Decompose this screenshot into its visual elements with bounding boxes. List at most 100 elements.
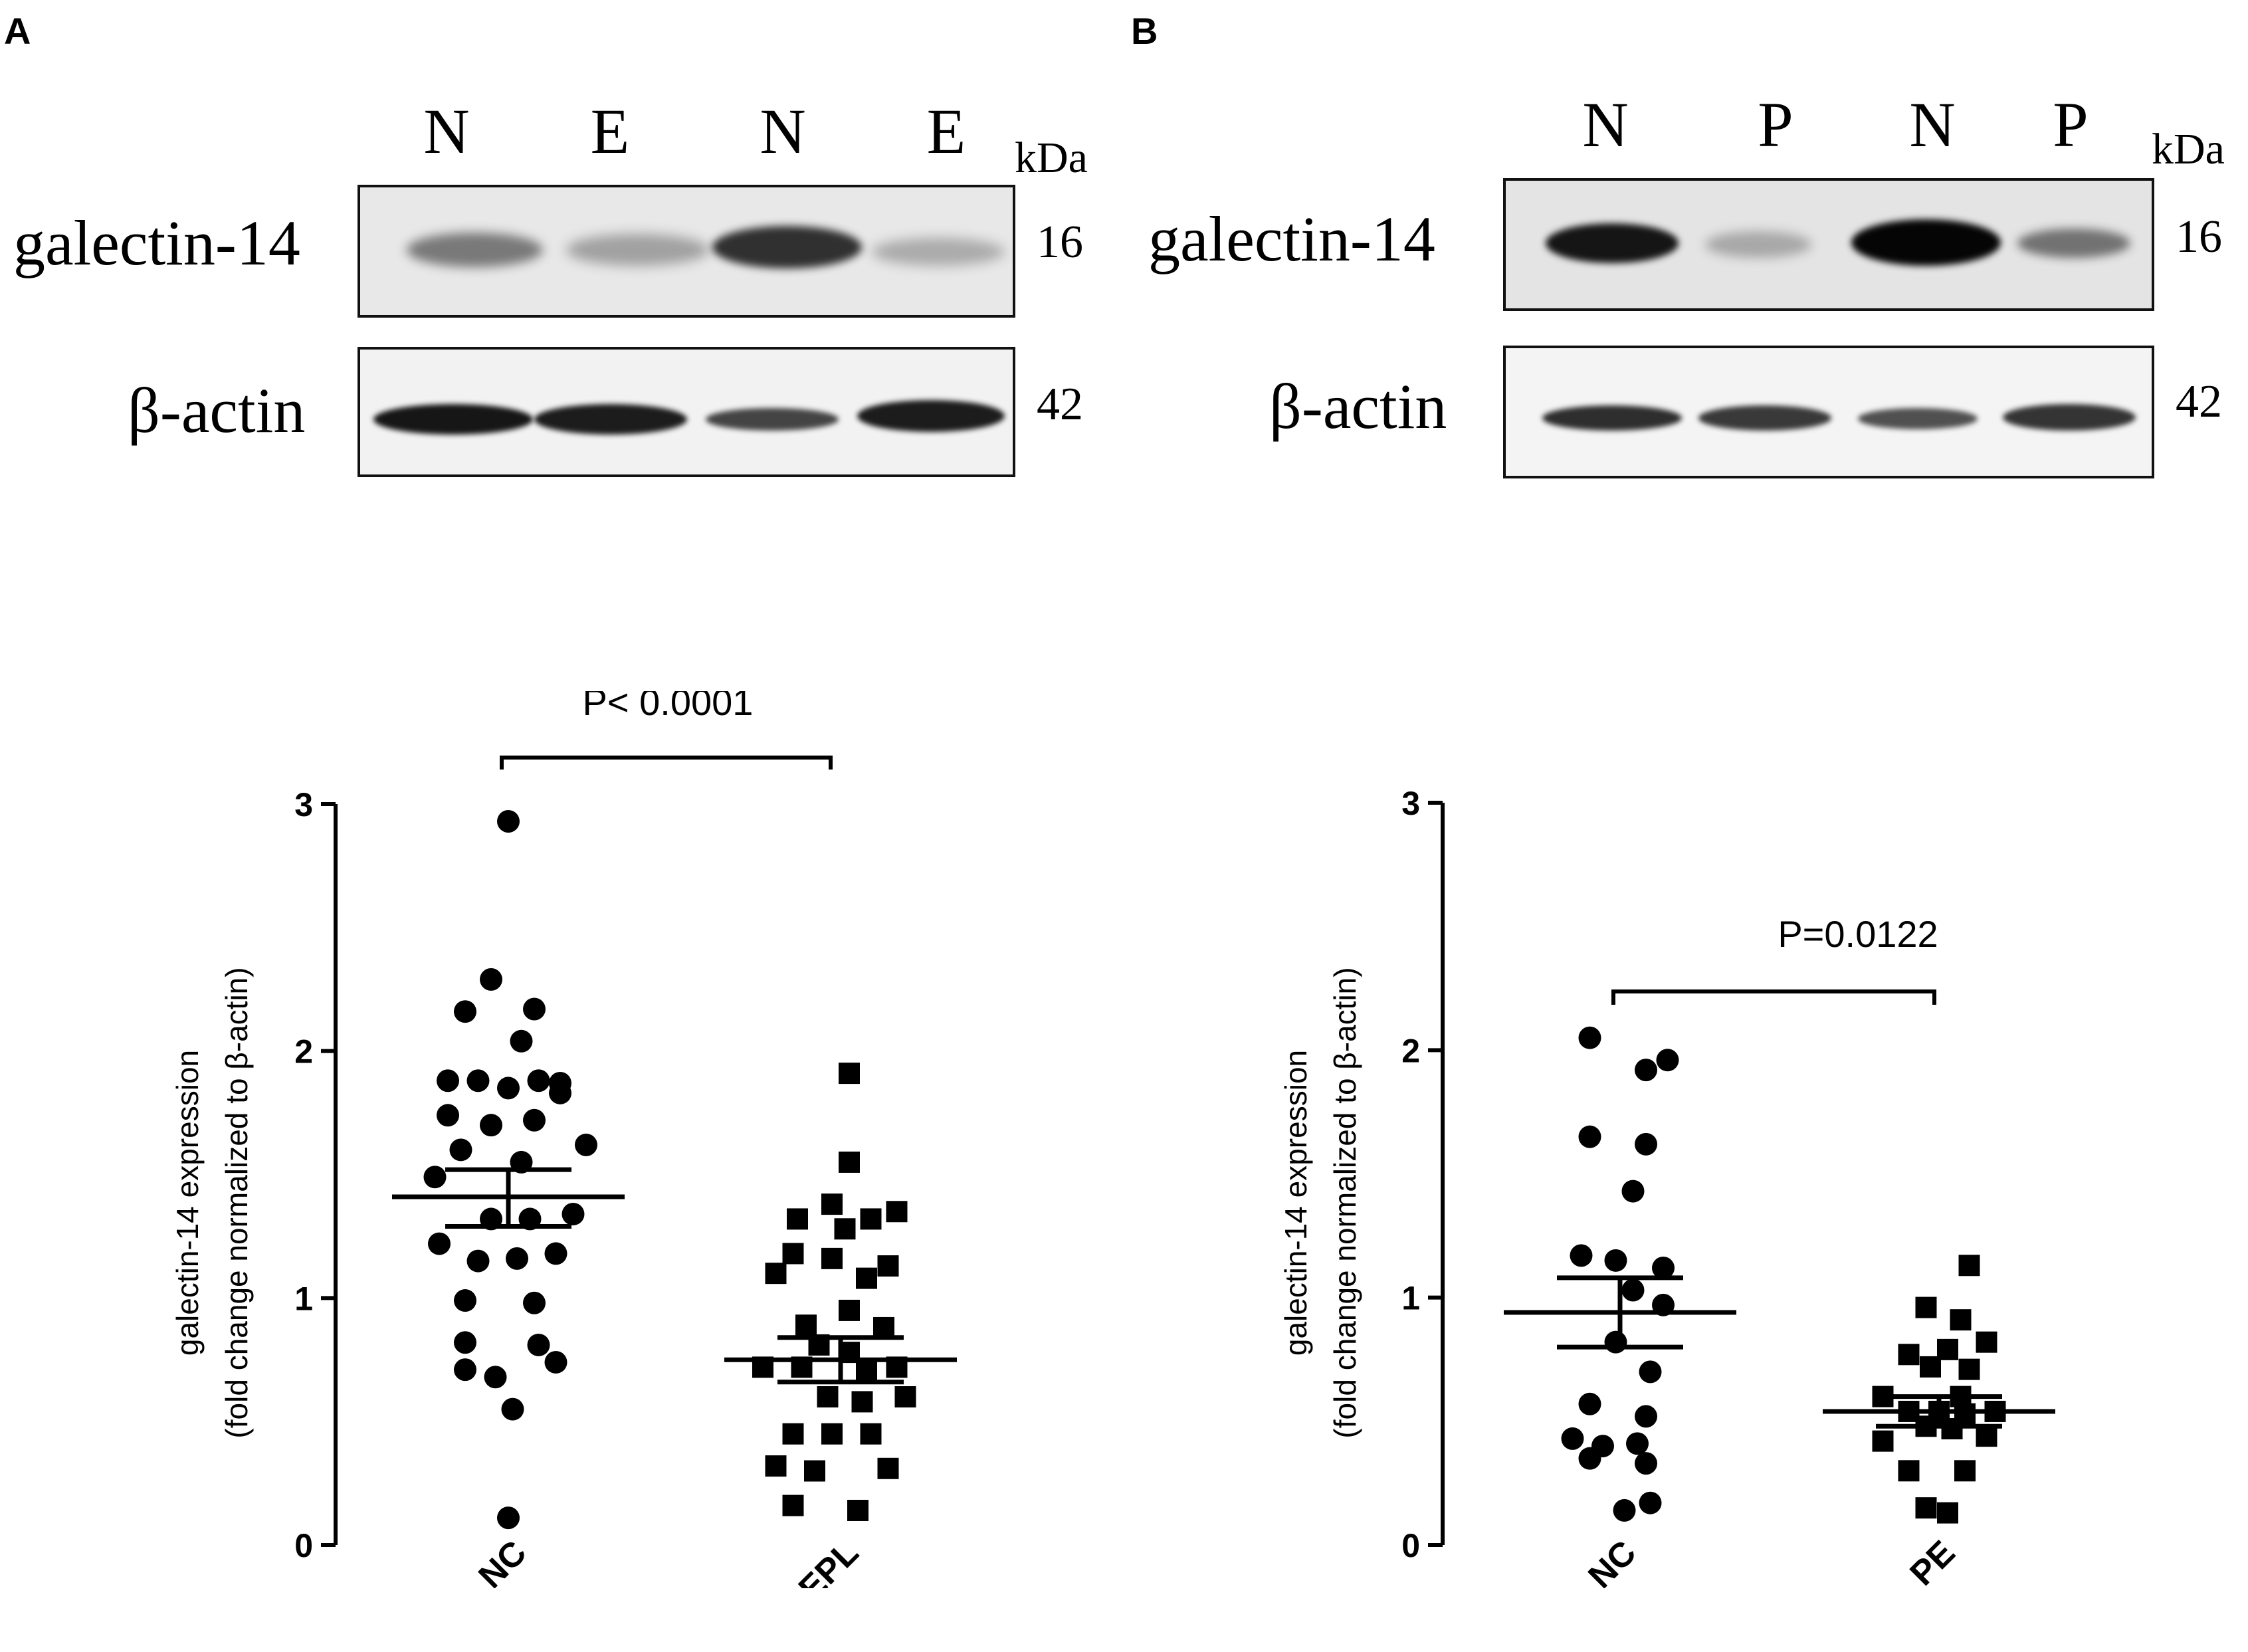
- data-point: [523, 1108, 546, 1132]
- lane-label: N: [423, 96, 470, 167]
- y-tick-label: 3: [294, 786, 313, 823]
- blot-band: [1705, 231, 1811, 258]
- data-point: [1639, 1360, 1662, 1384]
- significance-label: P=0.0122: [1778, 913, 1938, 955]
- data-point: [544, 1350, 567, 1374]
- mw-marker: 42: [2176, 376, 2222, 427]
- y-axis-label: (fold change normalized to β-actin): [219, 967, 254, 1438]
- blot-band: [2017, 229, 2130, 258]
- lane-label: P: [2053, 89, 2089, 160]
- data-point: [549, 1081, 571, 1104]
- y-tick-label: 0: [1401, 1527, 1420, 1564]
- data-point: [817, 1386, 839, 1407]
- data-point: [510, 1029, 533, 1053]
- data-point: [428, 1232, 451, 1255]
- data-point: [1958, 1255, 1980, 1277]
- data-point: [1578, 1392, 1601, 1415]
- lane-label: E: [926, 96, 966, 167]
- data-point: [847, 1499, 869, 1521]
- lane-label: N: [1909, 89, 1956, 160]
- data-points: [1504, 1026, 2055, 1524]
- data-point: [782, 1423, 804, 1445]
- data-point: [1976, 1331, 1997, 1353]
- data-point: [782, 1495, 804, 1516]
- data-point: [544, 1242, 567, 1265]
- x-tick-label: EPL: [791, 1533, 867, 1588]
- data-point: [523, 1291, 546, 1314]
- data-point: [1958, 1358, 1980, 1380]
- data-point: [501, 1397, 524, 1421]
- data-point: [484, 1366, 507, 1389]
- data-point: [877, 1255, 899, 1277]
- data-point: [834, 1218, 856, 1240]
- data-point: [795, 1314, 817, 1336]
- blot-row-label: β-actin: [1269, 371, 1447, 442]
- y-axis: 0 1 2 3: [294, 786, 338, 1564]
- data-point: [1621, 1180, 1645, 1203]
- y-tick-label: 0: [294, 1527, 313, 1564]
- blot-band: [1542, 405, 1682, 431]
- data-point: [527, 1333, 550, 1356]
- data-point: [851, 1391, 873, 1413]
- blot-band: [2003, 404, 2136, 431]
- panel-letter-a: A: [4, 10, 31, 52]
- data-point: [1635, 1452, 1657, 1475]
- data-point: [782, 1243, 804, 1265]
- data-point: [1898, 1344, 1920, 1366]
- blot-row-label: β-actin: [128, 375, 306, 446]
- blot-strip-galectin-14: [1503, 178, 2154, 311]
- blot-band: [1546, 223, 1679, 263]
- data-point: [894, 1386, 916, 1407]
- data-point: [1613, 1498, 1636, 1522]
- data-point: [804, 1460, 825, 1482]
- x-tick-label: NC: [1581, 1533, 1643, 1588]
- data-point: [839, 1299, 860, 1321]
- data-point: [860, 1208, 882, 1230]
- blot-band: [712, 226, 862, 268]
- data-point: [821, 1247, 843, 1269]
- data-point: [449, 1138, 472, 1162]
- blot-band: [373, 404, 533, 435]
- blot-band: [857, 400, 1005, 432]
- data-point: [839, 1063, 860, 1084]
- lane-label: E: [590, 96, 630, 167]
- data-point: [1898, 1460, 1920, 1482]
- data-point: [527, 1069, 550, 1092]
- mw-marker: 16: [1037, 217, 1083, 268]
- mw-marker: 42: [1037, 379, 1083, 430]
- data-point: [437, 1069, 459, 1092]
- data-point: [765, 1263, 787, 1285]
- data-point: [562, 1202, 585, 1225]
- lane-label: N: [1582, 89, 1629, 160]
- data-points: [392, 810, 957, 1530]
- data-point: [1635, 1059, 1657, 1082]
- data-point: [821, 1423, 843, 1445]
- data-point: [1578, 1447, 1601, 1470]
- data-point: [497, 1077, 520, 1100]
- blot-strip-beta-actin: [1503, 346, 2154, 478]
- blot-band: [566, 234, 709, 266]
- y-tick-label: 1: [1401, 1280, 1420, 1317]
- data-point: [575, 1133, 597, 1156]
- x-tick-label: PE: [1902, 1533, 1962, 1588]
- y-axis-label: (fold change normalized to β-actin): [1328, 967, 1362, 1438]
- data-point: [821, 1193, 843, 1215]
- data-point: [466, 1069, 490, 1092]
- data-point: [1578, 1125, 1601, 1148]
- data-point: [497, 1506, 520, 1530]
- data-point: [454, 1331, 476, 1354]
- data-point: [1950, 1309, 1972, 1331]
- data-point: [1635, 1132, 1657, 1156]
- significance-bracket: [500, 756, 833, 770]
- data-point: [877, 1457, 899, 1479]
- data-point: [1570, 1244, 1593, 1267]
- data-point: [1941, 1418, 1963, 1440]
- data-point: [1604, 1249, 1627, 1272]
- lane-label: P: [1758, 89, 1793, 160]
- y-tick-label: 2: [1401, 1032, 1420, 1069]
- data-point: [1561, 1427, 1584, 1450]
- data-point: [787, 1208, 808, 1230]
- data-point: [1656, 1049, 1679, 1072]
- data-point: [454, 1000, 476, 1023]
- panel-letter-b: B: [1131, 10, 1158, 52]
